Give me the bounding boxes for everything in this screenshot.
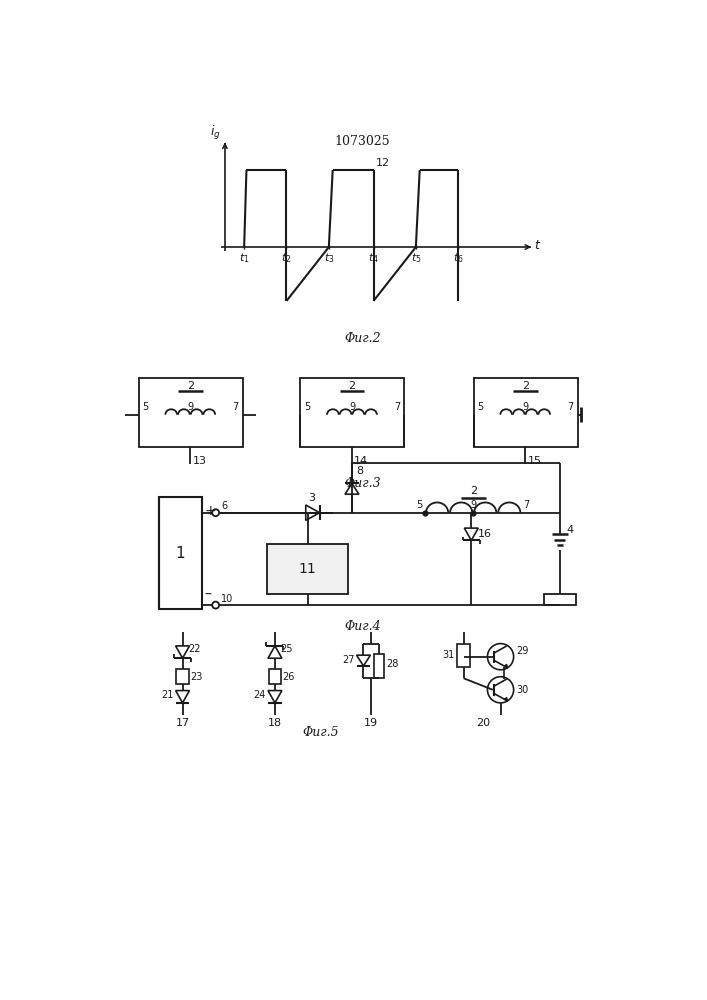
Text: 14: 14: [354, 456, 368, 466]
Bar: [269, 669, 281, 684]
Text: $t_1$: $t_1$: [239, 252, 250, 265]
Text: $t$: $t$: [534, 239, 541, 252]
Text: 5: 5: [477, 402, 484, 412]
Text: 24: 24: [253, 690, 266, 700]
Text: 26: 26: [283, 672, 295, 682]
Text: 20: 20: [476, 718, 490, 728]
Text: Φиг.3: Φиг.3: [344, 477, 381, 490]
Text: 15: 15: [527, 456, 542, 466]
Text: 1073025: 1073025: [335, 135, 390, 148]
Text: 5: 5: [304, 402, 310, 412]
Text: Φиг.2: Φиг.2: [344, 332, 381, 345]
Text: 7: 7: [524, 500, 530, 510]
Text: 2: 2: [349, 381, 356, 391]
Text: $t_4$: $t_4$: [368, 252, 379, 265]
Bar: [373, 654, 385, 678]
Bar: [300, 378, 404, 447]
Bar: [176, 669, 189, 684]
Text: 31: 31: [442, 650, 455, 660]
Text: 30: 30: [516, 685, 528, 695]
Text: 9: 9: [522, 402, 528, 412]
Text: $t_3$: $t_3$: [324, 252, 334, 265]
Text: Φиг.5: Φиг.5: [303, 726, 339, 739]
Text: 19: 19: [364, 718, 378, 728]
Text: 8: 8: [356, 466, 363, 477]
Text: –: –: [204, 588, 211, 602]
Polygon shape: [504, 664, 508, 668]
Text: 29: 29: [516, 646, 528, 656]
Bar: [139, 378, 243, 447]
Text: 11: 11: [299, 562, 317, 576]
Text: +: +: [204, 504, 216, 518]
Text: 21: 21: [161, 690, 173, 700]
Text: 9: 9: [187, 402, 193, 412]
Text: 12: 12: [376, 158, 390, 168]
Text: 3: 3: [308, 493, 315, 503]
Bar: [160, 497, 201, 609]
Text: 7: 7: [233, 402, 239, 412]
Bar: [267, 544, 348, 594]
Text: 1: 1: [176, 546, 185, 561]
Text: 2: 2: [522, 381, 529, 391]
Text: 23: 23: [190, 672, 203, 682]
Text: 18: 18: [268, 718, 282, 728]
Text: 9: 9: [349, 402, 355, 412]
Text: 27: 27: [341, 655, 354, 665]
Text: 5: 5: [416, 500, 423, 510]
Bar: [474, 378, 578, 447]
Polygon shape: [504, 698, 508, 701]
Text: 7: 7: [395, 402, 400, 412]
Bar: [457, 644, 469, 667]
Text: 4: 4: [566, 525, 573, 535]
Text: 10: 10: [221, 594, 234, 604]
Text: 13: 13: [192, 456, 206, 466]
Bar: [544, 594, 576, 605]
Text: 6: 6: [221, 501, 228, 511]
Text: 2: 2: [469, 486, 477, 496]
Text: $t_2$: $t_2$: [281, 252, 292, 265]
Text: $t_5$: $t_5$: [411, 252, 421, 265]
Text: 22: 22: [188, 644, 200, 654]
Text: 28: 28: [386, 659, 398, 669]
Text: 9: 9: [470, 500, 477, 510]
Text: 17: 17: [175, 718, 189, 728]
Text: 5: 5: [143, 402, 148, 412]
Text: 25: 25: [281, 644, 293, 654]
Text: $t_6$: $t_6$: [453, 252, 464, 265]
Text: $i_g$: $i_g$: [211, 124, 221, 142]
Text: Φиг.4: Φиг.4: [344, 620, 381, 634]
Text: 7: 7: [568, 402, 573, 412]
Text: 2: 2: [187, 381, 194, 391]
Text: 16: 16: [477, 529, 491, 539]
